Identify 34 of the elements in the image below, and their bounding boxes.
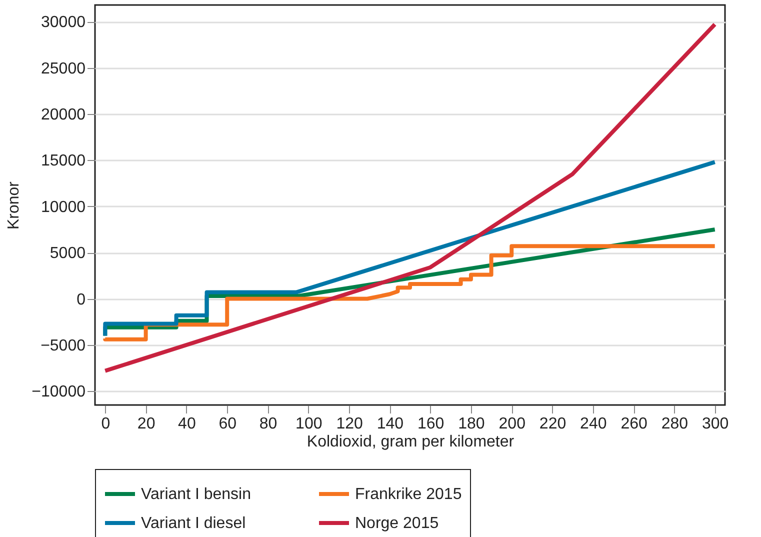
y-tick-label: 5000: [50, 245, 86, 262]
x-tick-label: 160: [417, 416, 444, 432]
x-tick-label: 300: [702, 416, 729, 432]
x-tick-label: 20: [137, 416, 156, 432]
y-tick-label: 10000: [41, 198, 86, 216]
y-tick-label: −5000: [40, 337, 86, 354]
y-tick-label: 30000: [41, 14, 86, 32]
line-series: [103, 244, 717, 342]
x-tick-label: 240: [580, 416, 607, 432]
legend-label: Variant I diesel: [141, 515, 246, 532]
x-axis-title: Koldioxid, gram per kilometer: [306, 434, 515, 450]
line-series: [103, 160, 717, 338]
x-tick-label: 60: [218, 416, 237, 432]
x-tick-label: 80: [259, 416, 278, 432]
x-tick-label: 220: [539, 416, 566, 432]
x-tick-label: 40: [178, 416, 196, 432]
x-tick-label: 0: [101, 416, 110, 432]
y-tick-label: 20000: [41, 106, 86, 124]
legend-label: Norge 2015: [355, 515, 439, 532]
x-tick-label: 260: [620, 416, 648, 432]
y-tick-label: −10000: [32, 384, 86, 401]
y-tick-label: 0: [76, 291, 86, 308]
legend-label: Frankrike 2015: [355, 486, 462, 503]
x-tick-label: 140: [376, 416, 404, 432]
legend-label: Variant I bensin: [141, 486, 251, 503]
y-axis-title: Kronor: [6, 180, 23, 230]
y-tick-label: 25000: [41, 60, 86, 78]
y-tick-label: 15000: [41, 152, 86, 170]
x-tick-label: 180: [458, 416, 485, 432]
x-tick-label: 200: [498, 416, 526, 432]
x-tick-label: 280: [661, 416, 688, 432]
x-tick-label: 120: [336, 416, 363, 432]
line-series: [103, 22, 717, 373]
x-tick-label: 100: [296, 416, 322, 432]
